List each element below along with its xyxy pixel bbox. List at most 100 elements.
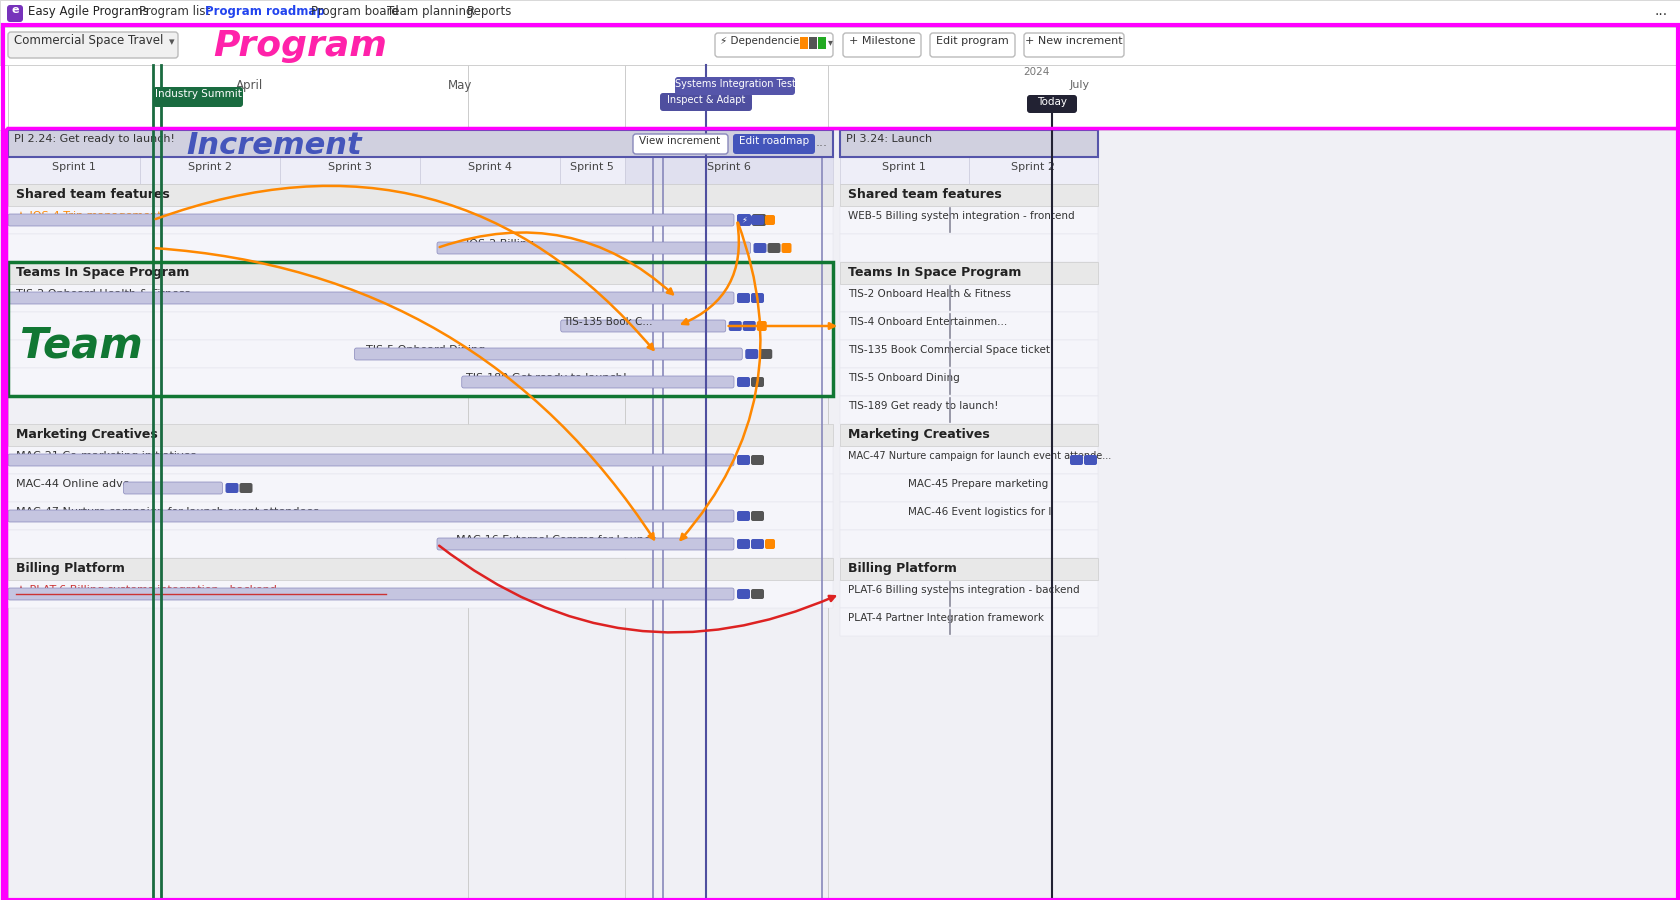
Text: Sprint 1: Sprint 1 xyxy=(882,162,926,172)
Bar xyxy=(8,234,833,262)
Text: Shared team features: Shared team features xyxy=(17,188,170,201)
Text: Edit roadmap: Edit roadmap xyxy=(739,136,808,146)
FancyBboxPatch shape xyxy=(8,214,734,226)
Text: July: July xyxy=(1070,80,1089,90)
Bar xyxy=(840,130,1097,157)
Text: Inspect & Adapt: Inspect & Adapt xyxy=(667,95,744,105)
Bar xyxy=(650,130,825,900)
Bar xyxy=(0,0,1680,27)
Text: MAC-47 Nurture campaign for launch event attendees: MAC-47 Nurture campaign for launch event… xyxy=(17,507,319,517)
Text: Teams In Space Program: Teams In Space Program xyxy=(17,266,190,279)
Text: TIS-189 Get ready to launch!: TIS-189 Get ready to launch! xyxy=(847,401,998,411)
FancyBboxPatch shape xyxy=(437,242,749,254)
FancyBboxPatch shape xyxy=(8,510,734,522)
Bar xyxy=(0,130,1680,900)
Text: ★ PLAT-6 Billing systems integration - backend: ★ PLAT-6 Billing systems integration - b… xyxy=(17,585,277,595)
Bar xyxy=(840,474,1097,502)
FancyBboxPatch shape xyxy=(736,377,749,387)
Bar xyxy=(8,580,833,608)
FancyBboxPatch shape xyxy=(751,215,763,225)
Bar xyxy=(625,157,833,184)
Bar xyxy=(8,184,833,206)
Bar xyxy=(281,157,420,184)
Text: PLAT-6 Billing systems integration - backend: PLAT-6 Billing systems integration - bac… xyxy=(847,585,1079,595)
Text: Program roadmap: Program roadmap xyxy=(205,5,324,18)
Bar xyxy=(8,262,833,396)
Text: Program board: Program board xyxy=(311,5,398,18)
Text: + New increment: + New increment xyxy=(1025,36,1122,46)
Bar xyxy=(8,446,833,474)
FancyBboxPatch shape xyxy=(768,243,780,253)
FancyBboxPatch shape xyxy=(764,539,774,549)
Bar xyxy=(8,284,833,312)
FancyBboxPatch shape xyxy=(8,454,734,466)
Bar xyxy=(0,65,1680,130)
Bar xyxy=(808,37,816,49)
Text: TIS-2 Onboard Health & Fitness: TIS-2 Onboard Health & Fitness xyxy=(847,289,1010,299)
Text: View increment: View increment xyxy=(638,136,721,146)
Bar xyxy=(840,184,1097,206)
Bar xyxy=(840,446,1097,474)
FancyBboxPatch shape xyxy=(751,455,763,465)
Text: PI 3.24: Launch: PI 3.24: Launch xyxy=(845,134,932,144)
Bar xyxy=(840,312,1097,340)
FancyBboxPatch shape xyxy=(736,214,751,226)
Text: ⚡ Dependencies: ⚡ Dependencies xyxy=(719,36,805,46)
Text: Sprint 1: Sprint 1 xyxy=(52,162,96,172)
Text: April: April xyxy=(237,79,264,92)
Text: PI 2.24: Get ready to launch!: PI 2.24: Get ready to launch! xyxy=(13,134,175,144)
FancyBboxPatch shape xyxy=(7,5,24,22)
FancyBboxPatch shape xyxy=(756,321,766,331)
Bar xyxy=(840,284,1097,312)
FancyBboxPatch shape xyxy=(751,214,766,226)
Bar xyxy=(8,340,833,368)
Bar xyxy=(840,340,1097,368)
Bar xyxy=(840,530,1097,558)
Text: TIS-135 Book C...: TIS-135 Book C... xyxy=(563,317,652,327)
FancyBboxPatch shape xyxy=(736,215,749,225)
Bar xyxy=(146,65,156,835)
Text: PLAT-4 Partner Integration framework: PLAT-4 Partner Integration framework xyxy=(847,613,1043,623)
Bar xyxy=(840,234,1097,262)
Text: Team: Team xyxy=(20,324,143,366)
Bar xyxy=(818,37,825,49)
Text: ▾: ▾ xyxy=(170,37,175,47)
FancyBboxPatch shape xyxy=(8,588,734,600)
FancyBboxPatch shape xyxy=(462,376,734,388)
FancyBboxPatch shape xyxy=(736,539,749,549)
Bar xyxy=(559,157,625,184)
Text: TIS-4 Onboard Entertainmen...: TIS-4 Onboard Entertainmen... xyxy=(847,317,1006,327)
Text: TIS-5 Onboard Dining: TIS-5 Onboard Dining xyxy=(366,345,486,355)
Bar xyxy=(800,37,808,49)
Bar xyxy=(0,27,1680,65)
FancyBboxPatch shape xyxy=(1084,455,1097,465)
Text: Sprint 4: Sprint 4 xyxy=(467,162,512,172)
Text: MAC-46 Event logistics for l: MAC-46 Event logistics for l xyxy=(907,507,1050,517)
FancyBboxPatch shape xyxy=(781,243,791,253)
Text: Marketing Creatives: Marketing Creatives xyxy=(847,428,990,441)
Text: TIS-189 Get ready to launch!: TIS-189 Get ready to launch! xyxy=(465,373,627,383)
Text: MAC-45 Prepare marketing: MAC-45 Prepare marketing xyxy=(907,479,1048,489)
Bar xyxy=(8,502,833,530)
Text: Edit program: Edit program xyxy=(936,36,1008,46)
FancyBboxPatch shape xyxy=(732,134,815,154)
FancyBboxPatch shape xyxy=(660,93,751,111)
FancyBboxPatch shape xyxy=(123,482,222,494)
Text: Today: Today xyxy=(1037,97,1067,107)
Bar xyxy=(840,608,1097,636)
FancyBboxPatch shape xyxy=(736,511,749,521)
Text: Reports: Reports xyxy=(467,5,512,18)
Text: IOS-2 Billing: IOS-2 Billing xyxy=(465,239,534,249)
FancyBboxPatch shape xyxy=(729,321,741,331)
Bar xyxy=(8,424,833,446)
Text: Program: Program xyxy=(213,29,386,63)
Bar xyxy=(840,424,1097,446)
Text: TIS-5 Onboard Dining: TIS-5 Onboard Dining xyxy=(847,373,959,383)
Text: ★ IOS-4 Trip management: ★ IOS-4 Trip management xyxy=(17,211,161,221)
Bar xyxy=(8,530,833,558)
Text: MAC-21 Co-marketing initiatives: MAC-21 Co-marketing initiatives xyxy=(17,451,197,461)
Text: + Milestone: + Milestone xyxy=(848,36,914,46)
FancyBboxPatch shape xyxy=(225,483,239,493)
Text: MAC-47 Nurture campaign for launch event attende...: MAC-47 Nurture campaign for launch event… xyxy=(847,451,1110,461)
Text: Sprint 2: Sprint 2 xyxy=(1010,162,1055,172)
